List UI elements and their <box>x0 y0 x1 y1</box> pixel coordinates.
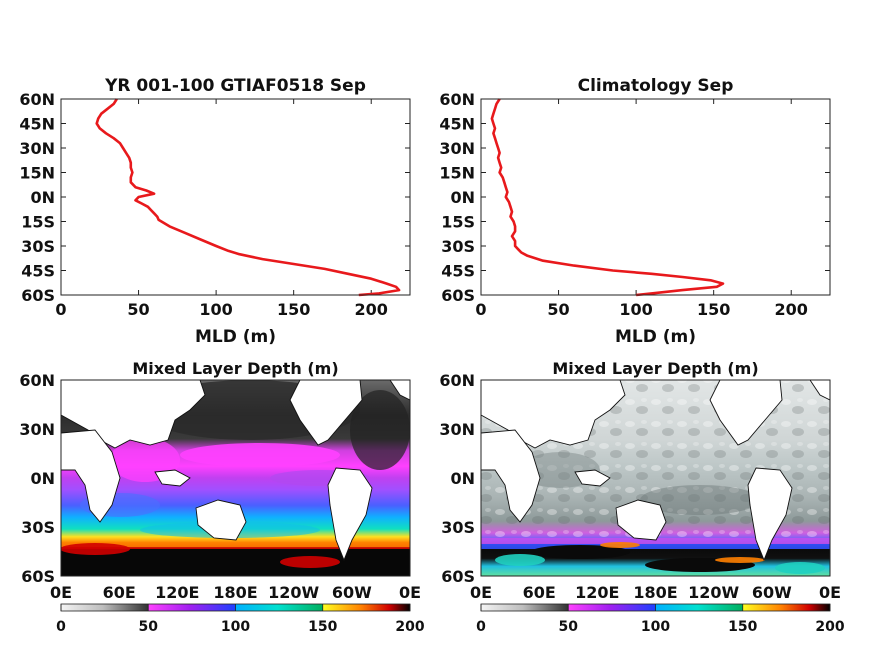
y-tick-label: 60N <box>439 90 475 109</box>
x-tick-label: 60E <box>523 583 556 602</box>
y-tick-label: 45N <box>19 115 55 134</box>
chart-title: YR 001-100 GTIAF0518 Sep <box>104 76 366 96</box>
y-tick-labels: 60N 30N 0N 30S 60S <box>19 371 55 586</box>
y-tick-label: 0N <box>30 469 55 488</box>
y-tick-label: 15N <box>19 164 55 183</box>
y-tick-label: 30S <box>441 237 475 256</box>
x-tick-label: 100 <box>199 300 232 319</box>
y-tick-label: 60N <box>19 371 55 390</box>
y-tick-label: 30N <box>439 139 475 158</box>
land-masses <box>481 380 830 562</box>
y-tick-label: 45S <box>21 262 55 281</box>
x-tick-label: 180E <box>213 583 257 602</box>
line-chart-climatology: Climatology Sep 60N45N30N15N0N15S30S45S6… <box>439 76 831 347</box>
x-tick-label: 0E <box>50 583 72 602</box>
x-tick-label: 0E <box>470 583 492 602</box>
x-tick-labels: 0E 60E 120E 180E 120W 60W 0E <box>50 583 421 602</box>
y-tick-label: 15S <box>21 213 55 232</box>
map-frame <box>480 379 831 577</box>
colorbar-tick-label: 0 <box>476 619 486 635</box>
x-tick-label: 0E <box>399 583 421 602</box>
plot-frame <box>60 98 411 296</box>
tick-marks <box>480 98 830 296</box>
line-chart-model: YR 001-100 GTIAF0518 Sep 60N 45N 30N 15N 0N 1… <box>19 76 411 347</box>
colorbar-tick-labels: 0 50 100 150 200 <box>56 604 425 635</box>
x-tick-labels: 0 50 100 150 200 <box>475 300 807 319</box>
land-masses <box>61 380 410 562</box>
x-axis-label: MLD (m) <box>195 327 276 347</box>
mld-line <box>95 98 401 297</box>
colorbar-tick-label: 200 <box>815 619 844 635</box>
map-climatology: Mixed Layer Depth (m) <box>439 359 845 635</box>
x-tick-label: 200 <box>355 300 388 319</box>
y-tick-labels: 60N 45N 30N 15N 0N 15S 30S 45S 60S <box>19 90 55 305</box>
x-tick-label: 200 <box>775 300 808 319</box>
x-tick-label: 120E <box>155 583 199 602</box>
colorbar-tick-label: 200 <box>395 619 424 635</box>
y-tick-label: 30N <box>19 139 55 158</box>
y-tick-labels: 60N 30N 0N 30S 60S <box>439 371 475 586</box>
y-tick-label: 30S <box>21 237 55 256</box>
plot-frame <box>480 98 831 296</box>
y-tick-label: 60N <box>439 371 475 390</box>
y-tick-label: 60S <box>441 567 475 586</box>
colorbar-tick-label: 100 <box>641 619 670 635</box>
y-tick-label: 0N <box>450 188 475 207</box>
mld-line <box>490 98 725 297</box>
chart-title: Mixed Layer Depth (m) <box>132 359 338 378</box>
colorbar-tick-label: 150 <box>308 619 337 635</box>
y-tick-label: 30N <box>439 420 475 439</box>
y-tick-label: 30S <box>21 518 55 537</box>
tick-marks <box>60 98 410 296</box>
y-tick-label: 15S <box>441 213 475 232</box>
map-field <box>61 380 410 576</box>
y-tick-label: 0N <box>30 188 55 207</box>
x-tick-labels: 0E 60E 120E 180E 120W 60W 0E <box>470 583 841 602</box>
colorbar-tick-label: 150 <box>728 619 757 635</box>
y-tick-label: 30N <box>19 420 55 439</box>
x-tick-label: 120E <box>575 583 619 602</box>
x-tick-label: 120W <box>268 583 319 602</box>
x-tick-label: 100 <box>619 300 652 319</box>
x-tick-label: 150 <box>697 300 730 319</box>
chart-title: Mixed Layer Depth (m) <box>552 359 758 378</box>
y-tick-label: 30S <box>441 518 475 537</box>
y-tick-label: 60N <box>19 90 55 109</box>
x-tick-label: 50 <box>127 300 149 319</box>
map-model: Mixed Layer Depth (m) <box>19 359 425 635</box>
map-frame <box>60 379 411 577</box>
x-tick-label: 0E <box>819 583 841 602</box>
x-tick-label: 180E <box>633 583 677 602</box>
y-tick-labels: 60N 45N 30N 15N 0N 15S 30S 45S 60S <box>439 90 475 305</box>
x-tick-label: 0 <box>55 300 66 319</box>
x-tick-label: 150 <box>277 300 310 319</box>
chart-title: Climatology Sep <box>578 76 734 96</box>
x-tick-label: 60E <box>103 583 136 602</box>
colorbar-tick-label: 100 <box>221 619 250 635</box>
x-tick-label: 0 <box>475 300 486 319</box>
colorbar-tick-labels: 0 50 100 150 200 <box>476 604 845 635</box>
x-tick-labels: 0 50 100 150 200 <box>55 300 387 319</box>
colorbar-tick-label: 0 <box>56 619 66 635</box>
y-tick-label: 45N <box>439 115 475 134</box>
x-axis-label: MLD (m) <box>615 327 696 347</box>
colorbar-tick-label: 50 <box>139 619 159 635</box>
y-tick-label: 60S <box>441 286 475 305</box>
y-tick-label: 0N <box>450 469 475 488</box>
x-tick-label: 60W <box>332 583 372 602</box>
colorbar-tick-label: 50 <box>559 619 579 635</box>
y-tick-label: 60S <box>21 567 55 586</box>
x-tick-label: 60W <box>752 583 792 602</box>
x-tick-label: 50 <box>547 300 569 319</box>
x-tick-label: 120W <box>688 583 739 602</box>
y-tick-label: 60S <box>21 286 55 305</box>
y-tick-label: 45S <box>441 262 475 281</box>
map-field <box>481 380 830 576</box>
y-tick-label: 15N <box>439 164 475 183</box>
